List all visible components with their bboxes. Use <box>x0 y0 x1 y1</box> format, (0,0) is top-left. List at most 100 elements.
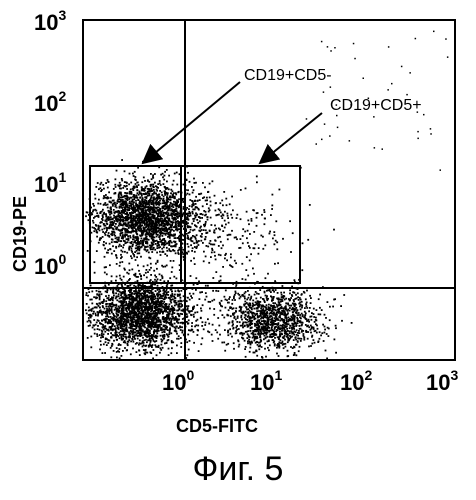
event-dot <box>89 309 91 311</box>
event-dot <box>107 342 109 344</box>
event-dot <box>149 269 151 271</box>
event-dot <box>190 260 192 262</box>
event-dot <box>92 327 94 329</box>
event-dot <box>115 178 117 180</box>
event-dot <box>159 182 161 184</box>
event-dot <box>224 227 226 229</box>
event-dot <box>141 195 143 197</box>
event-dot <box>137 199 139 201</box>
event-dot <box>165 297 167 299</box>
event-dot <box>145 192 147 194</box>
event-dot <box>132 253 134 255</box>
event-dot <box>234 294 236 296</box>
event-dot <box>178 327 180 329</box>
event-dot <box>164 190 166 192</box>
event-dot <box>158 211 160 213</box>
event-dot <box>168 354 170 356</box>
event-dot <box>149 245 151 247</box>
event-dot <box>128 301 130 303</box>
event-dot <box>240 247 242 249</box>
event-dot <box>137 265 139 267</box>
event-dot <box>126 349 128 351</box>
event-dot <box>299 306 301 308</box>
event-dot <box>259 342 261 344</box>
event-dot <box>166 232 168 234</box>
event-dot <box>113 211 115 213</box>
event-dot <box>177 304 179 306</box>
event-dot <box>146 318 148 320</box>
event-dot <box>93 209 95 211</box>
event-dot <box>165 307 167 309</box>
event-dot <box>135 236 137 238</box>
event-dot <box>156 247 158 249</box>
event-dot <box>101 221 103 223</box>
event-dot <box>194 251 196 253</box>
event-dot <box>145 339 147 341</box>
event-dot <box>163 183 165 185</box>
event-dot <box>178 303 180 305</box>
event-dot <box>146 236 148 238</box>
event-dot <box>329 306 331 308</box>
event-dot <box>146 241 148 243</box>
event-dot <box>150 236 152 238</box>
event-dot <box>289 331 291 333</box>
event-dot <box>99 329 101 331</box>
event-dot <box>159 180 161 182</box>
event-dot <box>114 226 116 228</box>
event-dot <box>181 305 183 307</box>
event-dot <box>117 211 119 213</box>
event-dot <box>162 335 164 337</box>
event-dot <box>164 208 166 210</box>
event-dot <box>98 291 100 293</box>
event-dot <box>326 358 328 360</box>
event-dot <box>156 306 158 308</box>
event-dot <box>188 246 190 248</box>
event-dot <box>94 272 96 274</box>
event-dot <box>163 179 165 181</box>
event-dot <box>88 291 90 293</box>
event-dot <box>119 185 121 187</box>
event-dot <box>85 294 87 296</box>
event-dot <box>138 308 140 310</box>
event-dot <box>143 177 145 179</box>
event-dot <box>169 317 171 319</box>
event-dot <box>117 327 119 329</box>
event-dot <box>136 189 138 191</box>
event-dot <box>150 310 152 312</box>
event-dot <box>193 306 195 308</box>
event-dot <box>103 188 105 190</box>
event-dot <box>130 227 132 229</box>
event-dot <box>156 294 158 296</box>
event-dot <box>276 248 278 250</box>
event-dot <box>189 205 191 207</box>
event-dot <box>204 299 206 301</box>
event-dot <box>151 346 153 348</box>
event-dot <box>143 306 145 308</box>
event-dot <box>167 192 169 194</box>
event-dot <box>167 294 169 296</box>
event-dot <box>179 294 181 296</box>
event-dot <box>235 236 237 238</box>
event-dot <box>210 217 212 219</box>
event-dot <box>152 223 154 225</box>
event-dot <box>90 346 92 348</box>
event-dot <box>150 308 152 310</box>
event-dot <box>106 329 108 331</box>
event-dot <box>255 243 257 245</box>
event-dot <box>165 327 167 329</box>
event-dot <box>224 350 226 352</box>
event-dot <box>132 323 134 325</box>
event-dot <box>160 279 162 281</box>
event-dot <box>277 262 279 264</box>
event-dot <box>168 175 170 177</box>
event-dot <box>301 307 303 309</box>
event-dot <box>167 316 169 318</box>
event-dot <box>136 222 138 224</box>
event-dot <box>97 315 99 317</box>
event-dot <box>178 225 180 227</box>
event-dot <box>315 317 317 319</box>
event-dot <box>93 296 95 298</box>
event-dot <box>145 352 147 354</box>
event-dot <box>205 200 207 202</box>
event-dot <box>175 217 177 219</box>
